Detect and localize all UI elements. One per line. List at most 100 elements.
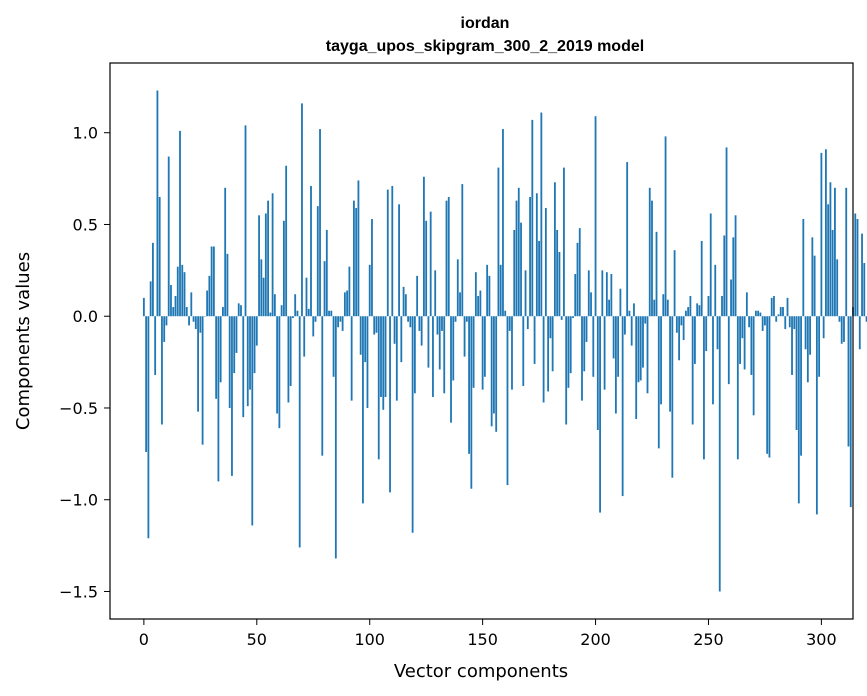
bar-component-184: [558, 252, 561, 317]
bar-component-13: [172, 307, 175, 317]
bar-component-272: [757, 310, 760, 317]
bar-component-315: [854, 213, 857, 317]
bar-component-307: [836, 259, 839, 317]
bar-component-233: [669, 316, 671, 412]
bar-component-132: [441, 316, 443, 331]
bar-component-36: [224, 187, 227, 317]
bar-component-125: [425, 220, 428, 317]
bar-component-240: [684, 310, 687, 317]
bar-component-79: [321, 316, 324, 456]
bar-component-116: [404, 294, 407, 317]
chart-title: iordan: [461, 15, 510, 32]
bar-component-82: [328, 310, 330, 317]
bar-component-47: [249, 316, 251, 390]
bar-component-244: [694, 316, 696, 364]
bar-component-181: [551, 316, 554, 372]
bar-component-288: [793, 316, 796, 330]
bar-component-42: [237, 303, 240, 317]
bar-component-189: [569, 316, 572, 374]
bar-component-101: [371, 218, 373, 317]
bar-component-267: [745, 292, 748, 317]
bar-component-106: [382, 316, 385, 410]
bar-component-158: [499, 264, 502, 317]
bar-component-144: [468, 316, 470, 454]
bar-component-287: [791, 316, 793, 375]
bar-component-319: [863, 263, 866, 317]
bar-component-296: [811, 237, 814, 317]
bar-component-21: [190, 292, 193, 317]
bar-component-317: [858, 316, 861, 350]
bar-component-238: [680, 316, 683, 326]
bar-component-277: [768, 316, 771, 458]
bar-component-204: [603, 316, 606, 390]
bar-component-275: [764, 316, 766, 326]
bar-component-24: [197, 316, 199, 412]
bar-component-255: [718, 316, 721, 592]
bar-component-199: [592, 316, 595, 377]
x-tick-label: 150: [467, 630, 498, 649]
bar-component-300: [820, 152, 823, 317]
bar-component-224: [648, 187, 651, 317]
x-tick-label: 50: [247, 630, 267, 649]
bar-component-203: [601, 270, 604, 317]
bar-component-120: [413, 316, 416, 394]
bar-component-89: [343, 292, 346, 317]
bar-component-130: [436, 316, 439, 335]
bar-component-294: [806, 316, 809, 383]
x-tick-label: 0: [139, 630, 149, 649]
bar-component-151: [483, 316, 486, 377]
bar-component-72: [305, 277, 308, 317]
bar-component-290: [797, 316, 800, 504]
bar-component-217: [633, 303, 635, 317]
bar-component-157: [497, 167, 500, 317]
bar-component-95: [357, 180, 360, 317]
bar-component-237: [678, 316, 681, 361]
bar-component-49: [253, 316, 256, 374]
bar-component-9: [163, 316, 166, 342]
bar-component-241: [687, 307, 690, 317]
bar-component-210: [617, 316, 620, 377]
bar-component-56: [269, 312, 272, 317]
bar-component-96: [359, 316, 362, 355]
bar-component-134: [445, 200, 448, 317]
bar-component-74: [310, 185, 312, 317]
bar-component-193: [578, 228, 581, 317]
bar-component-60: [278, 316, 281, 429]
bar-component-149: [479, 290, 482, 317]
bar-component-242: [689, 296, 692, 317]
bar-component-251: [709, 213, 712, 317]
bar-component-10: [165, 316, 168, 326]
bar-component-139: [456, 259, 459, 317]
bar-component-160: [504, 310, 507, 317]
bar-component-26: [201, 316, 204, 445]
bar-component-140: [459, 292, 461, 317]
bar-component-310: [843, 316, 845, 342]
bar-component-279: [773, 296, 775, 317]
bar-component-226: [653, 299, 656, 317]
bar-component-228: [657, 316, 660, 449]
bar-component-148: [477, 296, 480, 317]
bar-component-141: [461, 184, 464, 317]
bar-component-188: [567, 316, 570, 388]
bar-component-35: [222, 307, 224, 317]
x-axis-label: Vector components: [394, 661, 568, 682]
y-tick-label: 0.0: [73, 307, 98, 326]
bar-component-61: [280, 305, 283, 317]
bar-component-303: [827, 204, 830, 317]
bar-component-85: [334, 316, 337, 559]
bar-component-51: [258, 215, 260, 317]
x-tick-label: 200: [580, 630, 611, 649]
bar-component-206: [608, 299, 610, 317]
bar-component-289: [795, 316, 798, 430]
bar-component-252: [712, 316, 714, 405]
bar-component-156: [495, 316, 498, 432]
bar-component-133: [443, 316, 446, 394]
x-tick-label: 250: [693, 630, 724, 649]
bar-component-0: [142, 297, 145, 317]
bar-component-33: [217, 316, 220, 482]
bar-component-239: [682, 316, 685, 341]
bar-component-122: [418, 316, 421, 331]
bar-component-225: [651, 200, 653, 317]
bar-component-227: [655, 231, 658, 317]
bar-component-198: [590, 292, 592, 317]
